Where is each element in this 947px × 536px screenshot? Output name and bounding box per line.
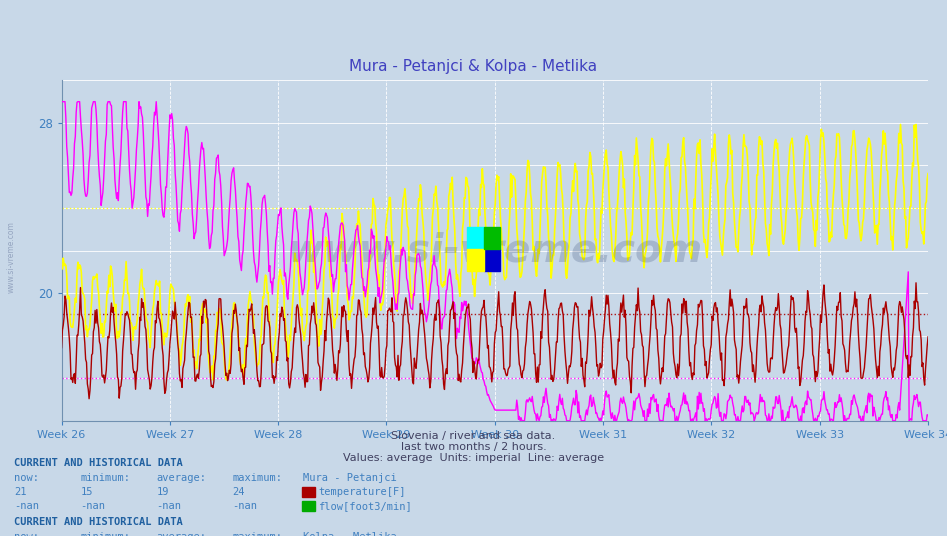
Text: CURRENT AND HISTORICAL DATA: CURRENT AND HISTORICAL DATA xyxy=(14,517,183,527)
Text: last two months / 2 hours.: last two months / 2 hours. xyxy=(401,442,546,452)
Text: minimum:: minimum: xyxy=(80,473,131,483)
Text: -nan: -nan xyxy=(80,501,105,511)
Text: temperature[F]: temperature[F] xyxy=(318,487,405,497)
Text: Mura - Petanjci: Mura - Petanjci xyxy=(303,473,397,483)
Text: now:: now: xyxy=(14,532,39,536)
Text: average:: average: xyxy=(156,532,206,536)
FancyBboxPatch shape xyxy=(484,249,500,271)
Text: -nan: -nan xyxy=(232,501,257,511)
Text: www.si-vreme.com: www.si-vreme.com xyxy=(287,232,703,270)
Text: flow[foot3/min]: flow[foot3/min] xyxy=(318,501,412,511)
Text: Mura - Petanjci & Kolpa - Metlika: Mura - Petanjci & Kolpa - Metlika xyxy=(349,59,598,74)
Text: 21: 21 xyxy=(14,487,27,497)
Text: Kolpa - Metlika: Kolpa - Metlika xyxy=(303,532,397,536)
Text: maximum:: maximum: xyxy=(232,473,282,483)
Text: maximum:: maximum: xyxy=(232,532,282,536)
FancyBboxPatch shape xyxy=(484,227,500,249)
Text: www.si-vreme.com: www.si-vreme.com xyxy=(7,221,16,293)
Text: average:: average: xyxy=(156,473,206,483)
Text: -nan: -nan xyxy=(156,501,181,511)
Text: 15: 15 xyxy=(80,487,93,497)
Text: -nan: -nan xyxy=(14,501,39,511)
Text: 24: 24 xyxy=(232,487,244,497)
Text: Slovenia / river and sea data.: Slovenia / river and sea data. xyxy=(391,431,556,442)
FancyBboxPatch shape xyxy=(467,227,484,249)
FancyBboxPatch shape xyxy=(467,249,484,271)
Text: minimum:: minimum: xyxy=(80,532,131,536)
Text: now:: now: xyxy=(14,473,39,483)
Text: CURRENT AND HISTORICAL DATA: CURRENT AND HISTORICAL DATA xyxy=(14,458,183,468)
Text: Values: average  Units: imperial  Line: average: Values: average Units: imperial Line: av… xyxy=(343,453,604,463)
Text: 19: 19 xyxy=(156,487,169,497)
